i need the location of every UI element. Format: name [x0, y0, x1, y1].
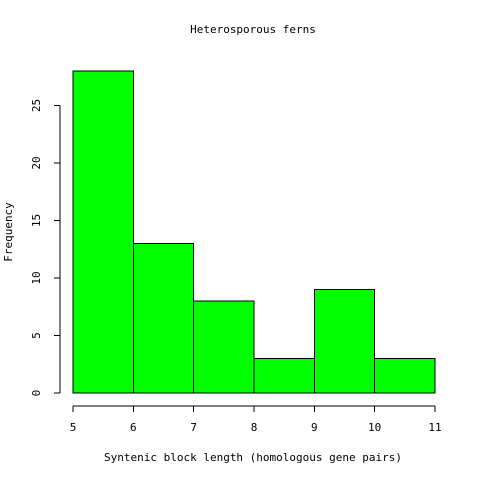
y-tick-label: 5	[30, 332, 43, 339]
histogram-bar-8-9	[253, 358, 315, 394]
y-tick-label: 20	[30, 156, 43, 169]
x-tick-label: 9	[311, 421, 318, 434]
bars-group	[72, 70, 436, 394]
y-tick-label: 0	[30, 390, 43, 397]
x-tick-label: 10	[368, 421, 381, 434]
y-tick-label: 15	[30, 214, 43, 227]
histogram-bar-5-6	[72, 70, 134, 394]
x-axis-label: Syntenic block length (homologous gene p…	[104, 451, 402, 464]
histogram-bar-7-8	[193, 300, 255, 394]
x-axis: 5 6 7 8 9 10 11	[70, 405, 442, 434]
y-tick-label: 10	[30, 271, 43, 284]
histogram-bar-6-7	[132, 243, 195, 394]
y-axis-label: Frequency	[2, 202, 15, 262]
chart-title: Heterosporous ferns	[190, 23, 316, 36]
histogram-bar-9-10	[313, 289, 376, 394]
x-tick-label: 8	[251, 421, 258, 434]
y-axis: 0 5 10 15 20 25	[30, 99, 61, 397]
x-tick-label: 11	[428, 421, 441, 434]
x-tick-label: 6	[130, 421, 137, 434]
x-tick-label: 5	[70, 421, 77, 434]
histogram-bar-10-11	[374, 358, 436, 394]
y-tick-label: 25	[30, 99, 43, 112]
x-tick-label: 7	[190, 421, 197, 434]
